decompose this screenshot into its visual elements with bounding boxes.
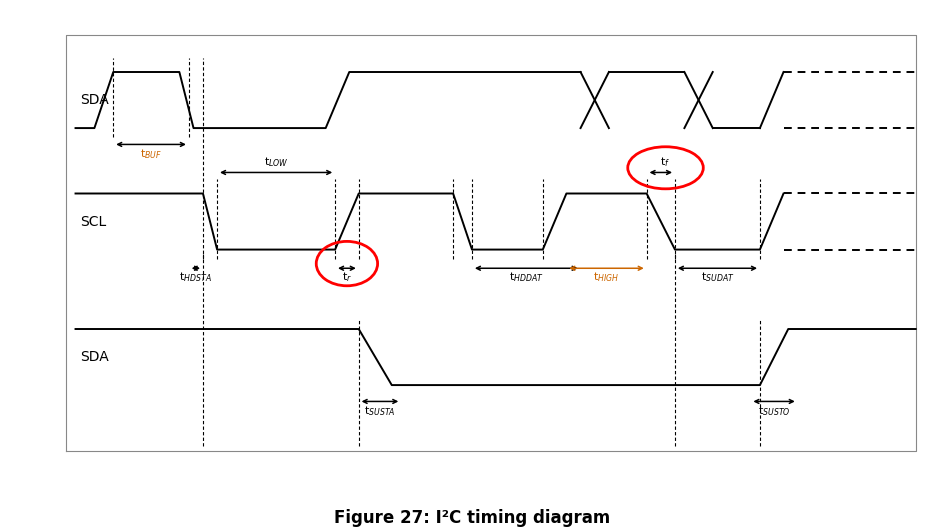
Text: t$_{r}$: t$_{r}$	[342, 271, 352, 285]
Text: t$_{BUF}$: t$_{BUF}$	[140, 147, 162, 160]
Text: t$_{SUSTA}$: t$_{SUSTA}$	[364, 404, 396, 417]
Text: SCL: SCL	[80, 215, 107, 228]
Text: SDA: SDA	[80, 350, 109, 364]
Text: t$_{LOW}$: t$_{LOW}$	[263, 155, 289, 169]
Text: t$_{HIGH}$: t$_{HIGH}$	[594, 271, 619, 285]
Text: t$_{HDDAT}$: t$_{HDDAT}$	[509, 271, 544, 285]
Text: t$_{SUDAT}$: t$_{SUDAT}$	[700, 271, 734, 285]
Text: t$_{SUSTO}$: t$_{SUSTO}$	[758, 404, 790, 417]
Text: Figure 27: I²C timing diagram: Figure 27: I²C timing diagram	[334, 509, 610, 527]
Text: t$_{f}$: t$_{f}$	[661, 155, 670, 169]
Text: t$_{HDSTA}$: t$_{HDSTA}$	[179, 271, 212, 285]
Text: SDA: SDA	[80, 93, 109, 107]
